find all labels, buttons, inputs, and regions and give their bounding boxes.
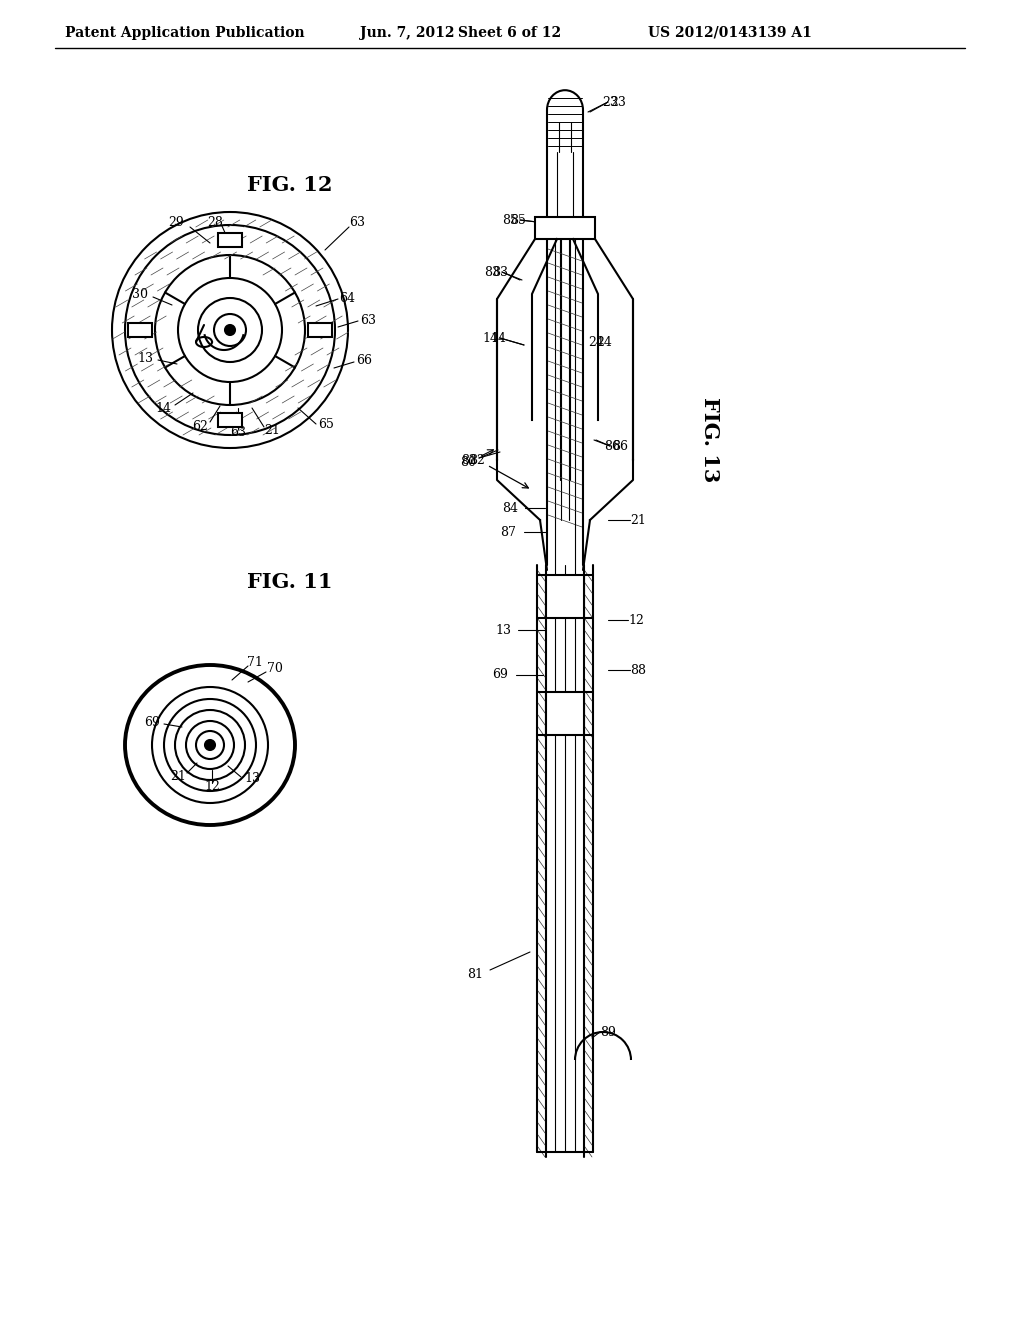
Text: 81: 81 [467, 969, 483, 982]
Text: 63: 63 [360, 314, 376, 326]
Text: 82: 82 [461, 454, 477, 466]
Text: 83: 83 [484, 265, 500, 279]
Circle shape [205, 741, 215, 750]
Text: 64: 64 [339, 292, 355, 305]
Text: 85: 85 [502, 214, 518, 227]
Text: 12: 12 [204, 780, 220, 793]
Text: Patent Application Publication: Patent Application Publication [65, 26, 304, 40]
Text: 14: 14 [482, 331, 498, 345]
Text: 23: 23 [610, 95, 626, 108]
Text: FIG. 13: FIG. 13 [700, 397, 720, 483]
Bar [218, 234, 242, 247]
Text: 65: 65 [318, 418, 334, 432]
Text: 66: 66 [356, 354, 372, 367]
Ellipse shape [125, 665, 295, 825]
Text: FIG. 11: FIG. 11 [247, 572, 333, 591]
Text: 69: 69 [144, 717, 160, 730]
Bar [218, 413, 242, 426]
Text: 86: 86 [612, 440, 628, 453]
Text: 71: 71 [247, 656, 263, 668]
Text: 89: 89 [600, 1026, 616, 1039]
Bar [546, 692, 584, 735]
Text: 13: 13 [244, 772, 260, 785]
Text: US 2012/0143139 A1: US 2012/0143139 A1 [648, 26, 812, 40]
Text: 14: 14 [155, 401, 171, 414]
Text: 83: 83 [492, 265, 508, 279]
Bar [546, 576, 584, 618]
Text: 13: 13 [137, 351, 153, 364]
Text: 62: 62 [193, 420, 208, 433]
Text: 21: 21 [630, 513, 646, 527]
Text: 84: 84 [502, 502, 518, 515]
Text: Jun. 7, 2012: Jun. 7, 2012 [360, 26, 455, 40]
Text: 82: 82 [469, 454, 485, 466]
Text: 80: 80 [460, 455, 476, 469]
Bar [535, 216, 595, 239]
Text: 21: 21 [170, 771, 186, 784]
Text: 24: 24 [588, 335, 604, 348]
Text: 63: 63 [349, 216, 365, 230]
Text: 69: 69 [493, 668, 508, 681]
Text: 70: 70 [267, 661, 283, 675]
Text: 29: 29 [168, 216, 184, 230]
Text: 63: 63 [230, 426, 246, 440]
Text: 85: 85 [510, 214, 526, 227]
Text: FIG. 12: FIG. 12 [247, 176, 333, 195]
Text: 21: 21 [264, 424, 280, 437]
Text: 13: 13 [495, 623, 511, 636]
Text: Sheet 6 of 12: Sheet 6 of 12 [458, 26, 561, 40]
Text: 86: 86 [604, 440, 620, 453]
Text: 87: 87 [500, 525, 516, 539]
Text: 12: 12 [628, 614, 644, 627]
Text: 24: 24 [596, 335, 612, 348]
Bar [308, 323, 332, 337]
Circle shape [225, 325, 234, 335]
Text: 28: 28 [207, 215, 223, 228]
Text: 30: 30 [132, 289, 148, 301]
Text: 14: 14 [490, 331, 506, 345]
Text: 88: 88 [630, 664, 646, 676]
Text: 23: 23 [602, 95, 617, 108]
Bar [128, 323, 152, 337]
